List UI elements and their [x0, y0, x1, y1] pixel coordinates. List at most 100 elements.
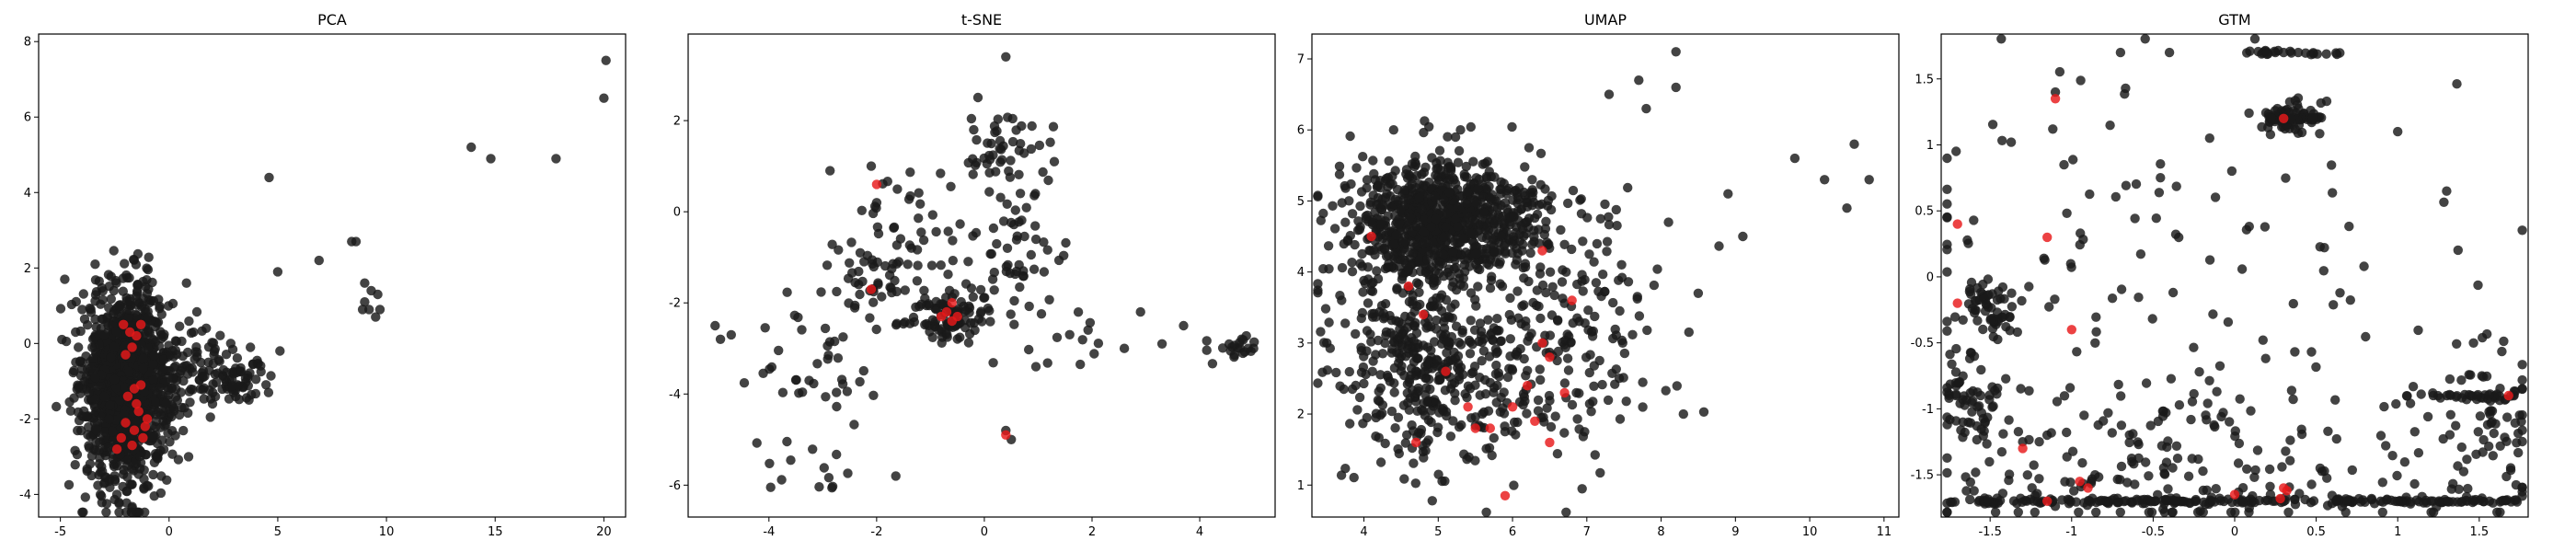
- data-point: [1521, 371, 1531, 381]
- data-point: [2242, 48, 2252, 58]
- data-point: [1649, 280, 1660, 291]
- data-point: [1454, 145, 1465, 156]
- data-point: [1426, 345, 1436, 355]
- data-point: [2321, 96, 2332, 107]
- data-point: [1978, 431, 1988, 441]
- data-point: [2318, 266, 2329, 276]
- y-tick-label: -4: [19, 489, 31, 502]
- data-point: [1511, 259, 1521, 270]
- data-point: [1376, 204, 1387, 215]
- highlight-point: [122, 391, 133, 401]
- gtm-panel: GTM -1.5 -1 -0.5 0 0.5 1 1.5 -1.5 -1 -0.5 0 0.5 1 1.5: [1911, 11, 2529, 539]
- highlight-point: [129, 425, 140, 435]
- data-point: [2008, 496, 2019, 506]
- data-point: [2517, 374, 2527, 385]
- data-point: [2387, 451, 2398, 461]
- data-point: [1490, 369, 1501, 379]
- data-point: [1967, 397, 1977, 408]
- data-point: [765, 458, 775, 468]
- data-point: [1048, 121, 1059, 132]
- data-point: [2484, 441, 2494, 452]
- data-point: [1470, 217, 1480, 227]
- data-point: [2091, 312, 2101, 322]
- data-point: [850, 278, 860, 288]
- data-point: [1402, 379, 1413, 389]
- data-point: [2495, 497, 2505, 507]
- data-point: [1368, 277, 1378, 288]
- data-point: [2402, 391, 2412, 401]
- data-point: [1496, 184, 1506, 194]
- data-point: [149, 351, 159, 361]
- pca-panel: PCA -5 0 5 10 15 20 -4 -2 0 2 4 6 8: [19, 11, 627, 539]
- data-point: [1661, 385, 1671, 396]
- data-point: [1738, 231, 1748, 242]
- data-point: [2237, 498, 2248, 508]
- data-point: [1318, 208, 1328, 219]
- data-point: [360, 278, 370, 288]
- highlight-point: [947, 298, 958, 308]
- data-point: [2321, 49, 2331, 59]
- data-point: [1942, 153, 1952, 164]
- data-point: [972, 134, 982, 145]
- data-point: [1475, 264, 1485, 275]
- data-point: [158, 444, 169, 454]
- data-point: [246, 342, 256, 352]
- data-point: [2390, 496, 2400, 506]
- data-point: [132, 296, 144, 307]
- data-point: [963, 338, 974, 348]
- data-point: [1527, 185, 1537, 195]
- data-point: [1495, 336, 1506, 347]
- data-point: [855, 247, 866, 258]
- data-point: [1714, 241, 1724, 251]
- data-point: [78, 507, 88, 517]
- data-point: [765, 482, 776, 492]
- data-point: [739, 378, 750, 388]
- data-point: [1042, 245, 1052, 255]
- data-point: [1983, 274, 1994, 284]
- data-point: [1010, 205, 1021, 215]
- data-point: [1362, 412, 1373, 423]
- data-point: [1962, 235, 1972, 246]
- data-point: [121, 486, 132, 497]
- y-tick-label: 3: [1297, 337, 1305, 351]
- data-point: [960, 315, 971, 326]
- data-point: [993, 114, 1004, 124]
- data-point: [1418, 238, 1428, 249]
- data-point: [1389, 239, 1399, 249]
- x-tick-label: 7: [1583, 525, 1591, 539]
- data-point: [1537, 280, 1548, 291]
- data-point: [972, 92, 983, 103]
- data-point: [2306, 479, 2317, 489]
- data-point: [60, 274, 70, 284]
- data-point: [1119, 343, 1130, 353]
- data-point: [2183, 471, 2194, 481]
- data-point: [1026, 144, 1037, 155]
- data-point: [2468, 338, 2478, 348]
- data-point: [178, 375, 189, 386]
- data-point: [2144, 471, 2154, 481]
- x-tick-label: 11: [1877, 525, 1892, 539]
- data-point: [1345, 419, 1355, 429]
- data-point: [183, 408, 193, 419]
- data-point: [187, 362, 197, 374]
- data-point: [1942, 326, 1952, 336]
- data-point: [857, 205, 867, 215]
- data-point: [1042, 358, 1052, 368]
- data-point: [109, 374, 120, 385]
- data-point: [1014, 217, 1024, 227]
- data-point: [108, 426, 118, 437]
- data-point: [1368, 190, 1378, 201]
- data-point: [78, 289, 89, 299]
- data-point: [971, 227, 982, 238]
- data-point: [1316, 327, 1326, 337]
- data-point: [2284, 97, 2295, 107]
- x-tick-label: 4: [1196, 525, 1203, 539]
- data-point: [232, 353, 243, 363]
- data-point: [150, 449, 161, 459]
- data-point: [2202, 398, 2213, 408]
- data-point: [1322, 338, 1332, 348]
- data-point: [201, 323, 212, 333]
- x-tick-label: 20: [596, 525, 612, 539]
- x-tick-label: 15: [488, 525, 503, 539]
- data-point: [2059, 391, 2070, 401]
